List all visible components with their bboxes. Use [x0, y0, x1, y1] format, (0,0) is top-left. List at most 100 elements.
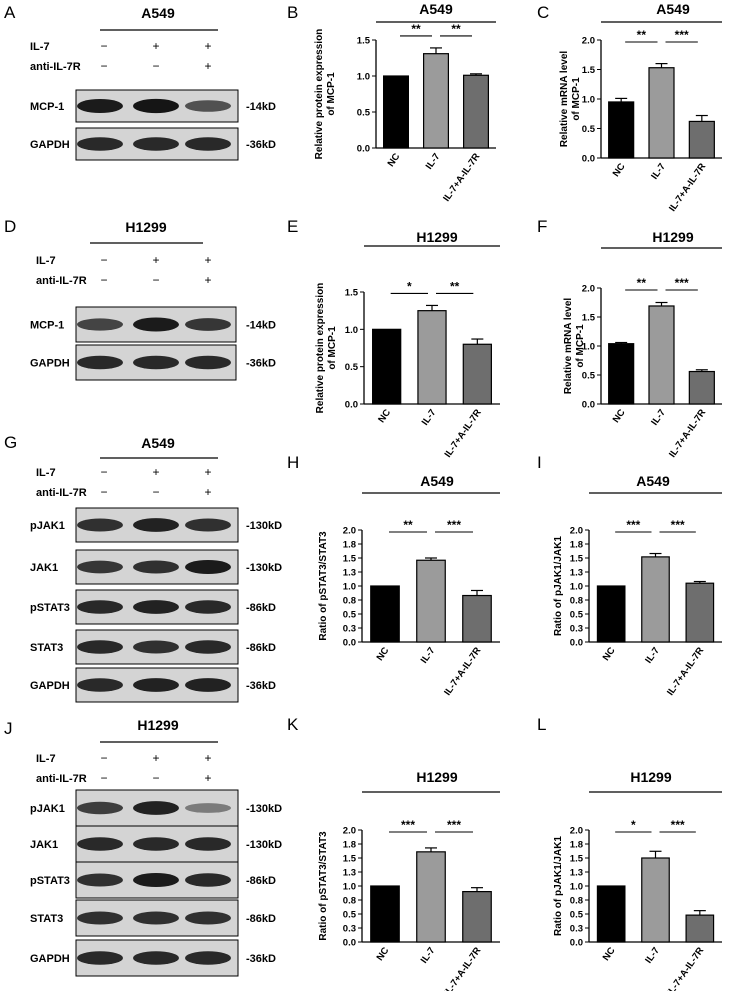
category-label: IL-7+A-IL-7R	[665, 645, 706, 697]
y-tick-label: 0.5	[582, 124, 596, 135]
blot-band	[185, 318, 231, 331]
significance-label: **	[451, 22, 461, 36]
bar	[641, 556, 670, 643]
chart-title: H1299	[630, 769, 671, 785]
category-label: IL-7+A-IL-7R	[441, 151, 482, 203]
condition-sign: +	[204, 465, 211, 479]
y-tick-label: 0.5	[343, 910, 357, 921]
molecular-weight-label: -36kD	[246, 953, 276, 965]
bar	[463, 74, 490, 149]
y-tick-label: 0.5	[570, 610, 584, 621]
blot-band	[185, 137, 231, 151]
blot-band	[133, 355, 179, 370]
y-tick-label: 2.0	[570, 826, 583, 837]
bar	[685, 582, 715, 643]
bar	[462, 890, 492, 943]
y-tick-label: 1.5	[582, 65, 596, 76]
blot-band	[77, 99, 123, 113]
protein-label: JAK1	[30, 562, 58, 574]
blot-band	[77, 600, 123, 614]
y-tick-label: 0.0	[343, 938, 356, 949]
y-tick-label: 2.0	[582, 284, 595, 295]
blot-panel-g: G A549 IL-7 − + + anti-IL-7R − − + pJAK1 -130kD JAK1…	[4, 433, 282, 703]
bar	[416, 559, 446, 643]
y-tick-label: 1.0	[570, 882, 583, 893]
panel-letter: B	[287, 3, 298, 22]
chart-title: A549	[420, 473, 454, 489]
condition-sign: −	[152, 273, 159, 287]
condition-sign: +	[204, 273, 211, 287]
bar	[416, 851, 446, 943]
blot-band	[133, 911, 179, 925]
bar	[417, 310, 447, 405]
molecular-weight-label: -14kD	[246, 101, 276, 113]
category-label: IL-7+A-IL-7R	[442, 945, 483, 991]
category-label: NC	[601, 945, 618, 963]
molecular-weight-label: -36kD	[246, 680, 276, 692]
condition-sign: +	[152, 751, 159, 765]
bar	[462, 594, 492, 643]
blot-title: H1299	[137, 717, 178, 733]
y-tick-label: 0.0	[345, 400, 358, 411]
condition-sign: +	[152, 39, 159, 53]
blot-band	[133, 801, 179, 815]
condition-sign: −	[100, 59, 107, 73]
significance-label: ***	[671, 518, 685, 532]
protein-label: GAPDH	[30, 680, 70, 692]
blot-band	[133, 518, 179, 532]
condition-sign: +	[204, 485, 211, 499]
molecular-weight-label: -86kD	[246, 913, 276, 925]
y-tick-label: 1.0	[343, 882, 356, 893]
condition-sign: −	[100, 485, 107, 499]
molecular-weight-label: -130kD	[246, 520, 282, 532]
condition-sign: +	[204, 253, 211, 267]
protein-label: pSTAT3	[30, 602, 70, 614]
chart-title: H1299	[416, 769, 457, 785]
y-axis-label: of MCP-1	[575, 324, 586, 368]
significance-label: ***	[675, 276, 689, 290]
molecular-weight-label: -36kD	[246, 358, 276, 370]
blot-band	[133, 317, 179, 332]
y-tick-label: 1.5	[570, 854, 584, 865]
condition-sign: +	[204, 59, 211, 73]
protein-label: GAPDH	[30, 358, 70, 370]
condition-label: anti-IL-7R	[30, 61, 81, 73]
y-tick-label: 0.3	[343, 924, 356, 935]
y-tick-label: 0.0	[582, 400, 595, 411]
significance-label: ***	[401, 818, 415, 832]
blot-band	[133, 837, 179, 851]
y-tick-label: 0.5	[343, 610, 357, 621]
protein-label: STAT3	[30, 913, 63, 925]
y-tick-label: 2.0	[343, 526, 356, 537]
y-axis-label: Relative mRNA level	[559, 51, 570, 148]
category-label: IL-7+A-IL-7R	[665, 945, 706, 991]
y-axis-label: Ratio of pSTAT3/STAT3	[318, 531, 329, 641]
blot-band	[185, 600, 231, 614]
significance-label: ***	[626, 518, 640, 532]
condition-sign: +	[152, 253, 159, 267]
y-tick-label: 1.3	[570, 868, 583, 879]
panel-letter: A	[4, 3, 16, 22]
bar-chart-e: E H1299 0.0 0.5 1.0 1.5 Relative protein expre…	[287, 217, 500, 460]
y-tick-label: 1.8	[570, 540, 583, 551]
blot-band	[185, 911, 231, 925]
molecular-weight-label: -86kD	[246, 875, 276, 887]
y-tick-label: 1.0	[343, 582, 356, 593]
bar	[596, 585, 626, 643]
condition-sign: +	[204, 771, 211, 785]
category-label: IL-7	[424, 151, 443, 171]
condition-sign: −	[100, 253, 107, 267]
condition-label: anti-IL-7R	[36, 773, 87, 785]
blot-panel-d: D H1299 IL-7 − + + anti-IL-7R − − + MCP-1 -14kD GAPD…	[4, 217, 276, 381]
blot-band	[185, 678, 231, 692]
blot-band	[77, 911, 123, 925]
chart-title: A549	[656, 1, 690, 17]
category-label: IL-7	[649, 407, 668, 427]
blot-band	[185, 518, 231, 532]
y-axis-label: Relative mRNA level	[563, 298, 574, 395]
panel-letter: D	[4, 217, 16, 236]
bar	[608, 343, 635, 405]
y-tick-label: 0.3	[343, 624, 356, 635]
y-tick-label: 0.8	[570, 596, 583, 607]
protein-label: MCP-1	[30, 320, 64, 332]
